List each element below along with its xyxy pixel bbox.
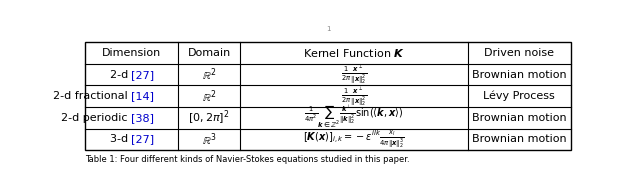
Text: [38]: [38]: [131, 113, 154, 123]
Text: $\mathbb{R}^2$: $\mathbb{R}^2$: [202, 66, 216, 83]
Text: Driven noise: Driven noise: [484, 48, 554, 58]
Text: 2-d: 2-d: [109, 70, 131, 80]
Text: 3-d: 3-d: [110, 134, 131, 144]
Bar: [85, 42, 571, 150]
Text: $[\boldsymbol{K}(\boldsymbol{x})]_{i,k} = -\varepsilon^{ilk}\frac{x_l}{4\pi\|\bo: $[\boldsymbol{K}(\boldsymbol{x})]_{i,k} …: [303, 129, 404, 150]
Text: [27]: [27]: [131, 70, 155, 80]
Text: Brownian motion: Brownian motion: [472, 113, 566, 123]
Text: Lévy Process: Lévy Process: [483, 91, 556, 101]
Text: [27]: [27]: [131, 134, 155, 144]
Text: 2-d fractional: 2-d fractional: [53, 91, 131, 101]
Text: $\mathbb{R}^2$: $\mathbb{R}^2$: [202, 88, 216, 104]
Text: Table 1: Four different kinds of Navier-Stokes equations studied in this paper.: Table 1: Four different kinds of Navier-…: [85, 155, 410, 164]
Text: Dimension: Dimension: [102, 48, 161, 58]
Text: 2-d periodic: 2-d periodic: [61, 113, 131, 123]
Text: $\frac{1}{4\pi^2}\sum_{\boldsymbol{k}\in\mathbb{Z}^2}\frac{\boldsymbol{k}^\perp}: $\frac{1}{4\pi^2}\sum_{\boldsymbol{k}\in…: [304, 104, 403, 131]
Text: $\frac{1}{2\pi}\frac{\boldsymbol{x}^\perp}{\|\boldsymbol{x}\|_2^2}$: $\frac{1}{2\pi}\frac{\boldsymbol{x}^\per…: [340, 85, 367, 108]
Text: Kernel Function $\boldsymbol{K}$: Kernel Function $\boldsymbol{K}$: [303, 47, 405, 59]
Text: 1: 1: [326, 26, 330, 32]
Text: $[0, 2\pi]^2$: $[0, 2\pi]^2$: [188, 109, 230, 127]
Text: Brownian motion: Brownian motion: [472, 70, 566, 80]
Text: [14]: [14]: [131, 91, 154, 101]
Text: Brownian motion: Brownian motion: [472, 134, 566, 144]
Text: $\mathbb{R}^3$: $\mathbb{R}^3$: [202, 131, 216, 148]
Text: $\frac{1}{2\pi}\frac{\boldsymbol{x}^\perp}{\|\boldsymbol{x}\|_2^2}$: $\frac{1}{2\pi}\frac{\boldsymbol{x}^\per…: [340, 63, 367, 86]
Text: Domain: Domain: [188, 48, 230, 58]
